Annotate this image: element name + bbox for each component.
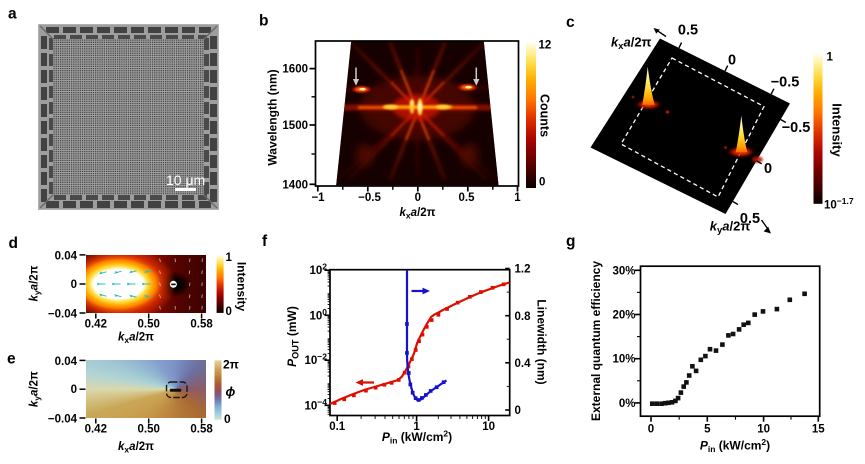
svg-text:0: 0 xyxy=(415,192,421,204)
svg-text:POUT (mW): POUT (mW) xyxy=(285,306,301,367)
svg-text:−0.5: −0.5 xyxy=(771,75,800,91)
svg-text:0: 0 xyxy=(71,384,77,396)
svg-text:5: 5 xyxy=(704,424,711,436)
svg-text:Intensity: Intensity xyxy=(235,262,249,312)
svg-text:Wavelength (nm): Wavelength (nm) xyxy=(266,69,280,165)
svg-text:0.04: 0.04 xyxy=(55,356,78,368)
svg-text:10: 10 xyxy=(757,424,770,436)
svg-text:0: 0 xyxy=(226,306,232,318)
svg-text:kxa/2π: kxa/2π xyxy=(400,207,436,221)
svg-text:0.58: 0.58 xyxy=(190,319,213,331)
svg-text:0.4: 0.4 xyxy=(515,358,532,370)
svg-text:0.5: 0.5 xyxy=(459,192,476,204)
svg-text:15: 15 xyxy=(812,424,825,436)
svg-text:0.42: 0.42 xyxy=(85,319,107,331)
svg-text:0.8: 0.8 xyxy=(515,311,532,323)
svg-text:0: 0 xyxy=(648,424,654,436)
svg-text:0.50: 0.50 xyxy=(138,424,160,436)
svg-text:Linewidth (nm): Linewidth (nm) xyxy=(535,299,549,384)
svg-text:0.58: 0.58 xyxy=(190,424,213,436)
svg-text:1500: 1500 xyxy=(282,120,308,132)
svg-text:30%: 30% xyxy=(612,265,635,277)
svg-text:−1: −1 xyxy=(311,192,325,204)
svg-text:100: 100 xyxy=(309,307,327,323)
svg-text:12: 12 xyxy=(539,40,552,52)
svg-text:0: 0 xyxy=(71,279,77,291)
svg-text:0%: 0% xyxy=(619,398,636,410)
svg-text:kxa/2π: kxa/2π xyxy=(118,441,154,455)
svg-text:kya/2π: kya/2π xyxy=(29,371,43,407)
svg-text:0.42: 0.42 xyxy=(85,424,107,436)
svg-text:0: 0 xyxy=(728,53,736,69)
svg-text:1600: 1600 xyxy=(282,64,308,76)
svg-text:1: 1 xyxy=(514,192,521,204)
svg-text:0: 0 xyxy=(764,161,772,177)
svg-text:1400: 1400 xyxy=(282,179,308,191)
svg-text:0.50: 0.50 xyxy=(138,319,160,331)
svg-text:kxa/2π: kxa/2π xyxy=(611,35,652,53)
svg-text:0: 0 xyxy=(539,177,545,189)
svg-text:−0.04: −0.04 xyxy=(48,309,78,321)
svg-text:f: f xyxy=(262,233,268,250)
svg-text:1: 1 xyxy=(226,252,233,264)
svg-text:−0.04: −0.04 xyxy=(48,414,78,426)
svg-text:2π: 2π xyxy=(223,358,239,372)
svg-text:20%: 20% xyxy=(612,310,635,322)
svg-text:0.5: 0.5 xyxy=(678,23,698,39)
svg-text:External quantum efficiency: External quantum efficiency xyxy=(589,261,603,421)
svg-text:b: b xyxy=(259,13,268,30)
svg-text:Pin (kW/cm2): Pin (kW/cm2) xyxy=(700,437,770,454)
svg-text:e: e xyxy=(7,351,16,368)
svg-text:a: a xyxy=(8,6,17,23)
svg-text:10: 10 xyxy=(482,421,495,433)
svg-text:0.1: 0.1 xyxy=(329,421,346,433)
svg-text:Counts: Counts xyxy=(538,94,552,137)
svg-text:c: c xyxy=(566,14,575,31)
svg-text:1: 1 xyxy=(827,52,834,64)
svg-text:10%: 10% xyxy=(612,354,635,366)
svg-text:10−2: 10−2 xyxy=(305,352,328,368)
svg-text:Intensity: Intensity xyxy=(830,103,845,157)
svg-text:0: 0 xyxy=(515,405,521,417)
svg-text:1: 1 xyxy=(413,421,420,433)
svg-text:0.5: 0.5 xyxy=(740,211,760,227)
svg-text:10−4: 10−4 xyxy=(305,397,328,413)
svg-text:0: 0 xyxy=(224,412,231,426)
svg-text:g: g xyxy=(566,233,575,250)
svg-text:10−1.7: 10−1.7 xyxy=(824,196,854,212)
svg-text:kya/2π: kya/2π xyxy=(29,265,43,301)
svg-text:−0.5: −0.5 xyxy=(782,120,811,136)
svg-text:102: 102 xyxy=(309,262,327,278)
svg-text:ϕ: ϕ xyxy=(226,384,236,399)
svg-text:Pin (kW/cm2): Pin (kW/cm2) xyxy=(382,429,452,446)
svg-text:0.04: 0.04 xyxy=(55,250,78,262)
svg-text:d: d xyxy=(9,235,18,252)
svg-text:kxa/2π: kxa/2π xyxy=(118,332,154,346)
svg-text:1.2: 1.2 xyxy=(515,264,531,276)
svg-text:kya/2π: kya/2π xyxy=(710,219,751,237)
svg-text:−0.5: −0.5 xyxy=(358,192,381,204)
